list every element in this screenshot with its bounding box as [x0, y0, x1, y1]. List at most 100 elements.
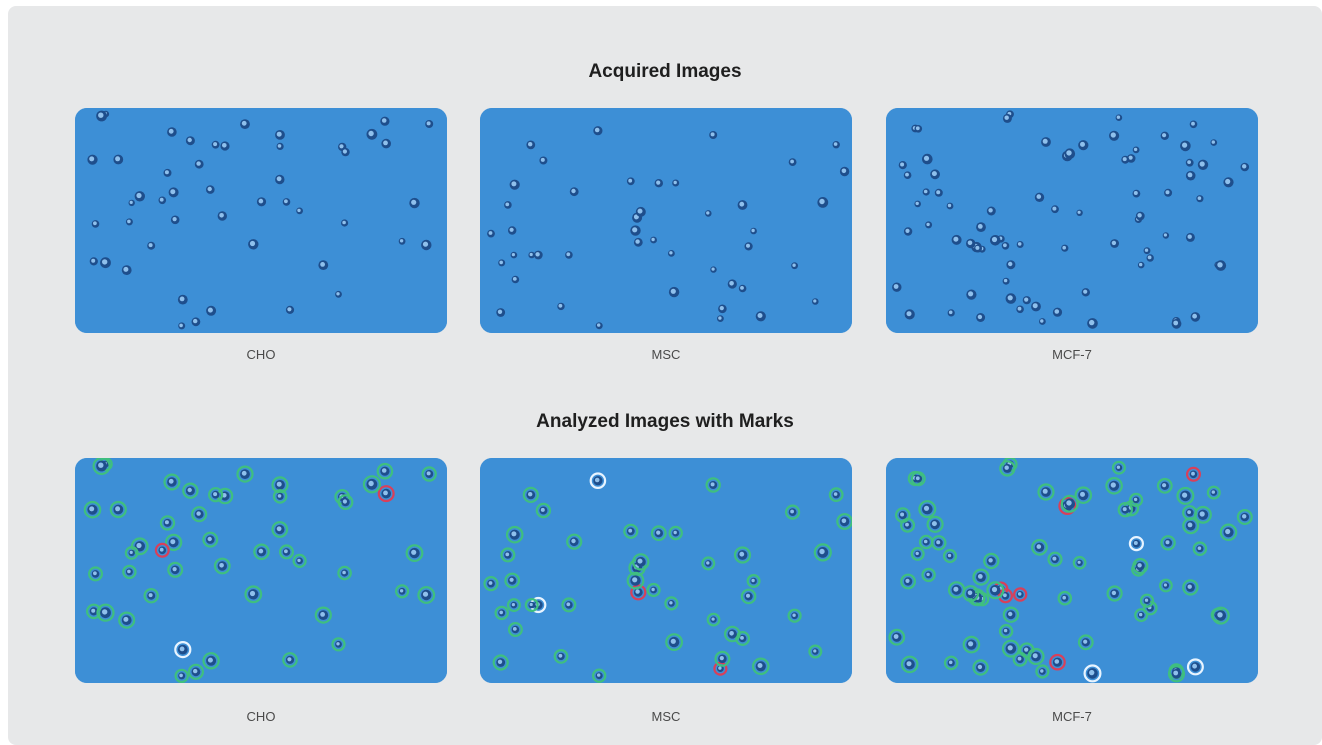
cell [366, 128, 378, 140]
cell [177, 294, 188, 305]
cell [504, 572, 521, 589]
cell [335, 290, 342, 298]
cell [569, 187, 579, 197]
cell [650, 525, 667, 542]
cell [282, 652, 298, 668]
cell [296, 207, 303, 215]
cell [1057, 590, 1073, 606]
cell [888, 628, 906, 646]
caption-acquired-cho: CHO [246, 347, 276, 362]
cell [1185, 170, 1196, 181]
cell [986, 206, 996, 216]
cell [910, 471, 926, 487]
cell [635, 206, 646, 217]
cell [1049, 653, 1066, 671]
caption-analyzed-cho: CHO [246, 709, 276, 724]
cell [1219, 523, 1238, 542]
cell [1051, 205, 1059, 214]
cell [717, 315, 724, 322]
cell [1031, 538, 1048, 556]
cell [83, 500, 102, 519]
cell [96, 110, 107, 122]
cell [718, 304, 727, 314]
cell [314, 606, 332, 624]
cell [1016, 241, 1024, 248]
cell [91, 220, 100, 228]
cell [191, 317, 201, 327]
cell [894, 507, 911, 523]
cell [817, 197, 829, 208]
cell [922, 153, 933, 165]
cell [737, 200, 748, 210]
cell [1135, 211, 1145, 221]
cell [535, 502, 552, 519]
caption-analyzed-msc: MSC [651, 709, 681, 724]
cell [962, 635, 981, 654]
cell [1006, 260, 1016, 270]
cell [1185, 232, 1195, 242]
cell [128, 199, 135, 207]
cell [962, 585, 980, 602]
cell [1160, 535, 1176, 551]
cell [626, 177, 635, 186]
cell [832, 141, 840, 149]
cell [275, 130, 285, 140]
cell [705, 210, 712, 217]
cell [159, 515, 176, 531]
cell [746, 573, 761, 588]
cell [88, 566, 104, 582]
cell [163, 168, 172, 177]
cell [271, 476, 289, 494]
image-analyzed-msc [480, 458, 852, 683]
cell [498, 259, 506, 267]
cell [1143, 247, 1151, 255]
cell [248, 239, 259, 250]
cell [1072, 555, 1087, 570]
cell [154, 542, 170, 558]
cell [1012, 651, 1028, 667]
cell [724, 625, 741, 643]
cell [1240, 162, 1250, 172]
cell [986, 581, 1005, 600]
cell [362, 475, 381, 494]
cell [381, 138, 392, 149]
cell [185, 136, 195, 146]
cell [206, 185, 215, 194]
cell [206, 305, 217, 316]
cell [785, 504, 801, 520]
cell [561, 597, 577, 613]
cell [492, 654, 509, 671]
cell [922, 188, 930, 196]
cell [930, 169, 940, 180]
cell [966, 289, 977, 300]
image-acquired-cho [75, 108, 447, 333]
cell [1185, 158, 1194, 167]
cell [972, 568, 990, 586]
cell [211, 140, 220, 149]
cell [506, 598, 521, 613]
cell [1176, 486, 1195, 505]
cell [1061, 244, 1069, 252]
cell [276, 142, 284, 150]
cell [1052, 307, 1063, 317]
cell [557, 302, 565, 311]
cell [1171, 318, 1182, 329]
cell [1002, 113, 1012, 123]
cell [1182, 579, 1199, 596]
cell [143, 587, 159, 604]
cell [630, 225, 641, 236]
cell [279, 544, 295, 560]
cell [509, 179, 520, 190]
cell [1236, 508, 1253, 525]
cell [121, 265, 132, 275]
cell [733, 546, 752, 564]
cell [1037, 483, 1055, 501]
cell [122, 564, 137, 580]
cell [1077, 634, 1094, 651]
cell [1160, 131, 1169, 140]
cell [997, 588, 1013, 604]
cell [828, 487, 844, 503]
cell [925, 221, 933, 229]
cell [507, 622, 523, 638]
cell [633, 237, 643, 247]
